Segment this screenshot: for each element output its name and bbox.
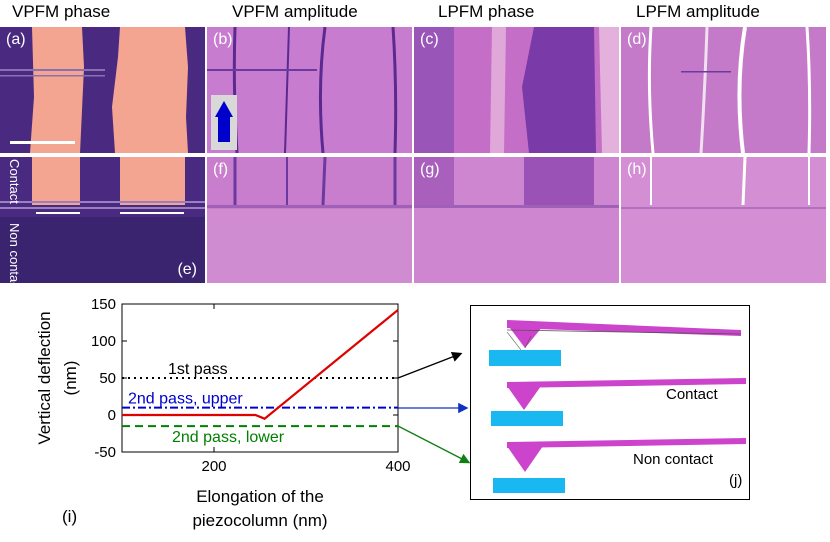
panel-label-e: (e) [177,261,197,278]
substrate [491,411,563,426]
cantilever-contact [491,378,746,426]
panel-label-h: (h) [627,161,647,178]
panel-c-lpfm-phase: (c) [414,27,619,153]
row-label-contact: Contact [7,159,22,204]
reference-line-label: 2nd pass, upper [128,391,243,408]
cantilever-non-contact [493,438,746,493]
panel-d-lpfm-amplitude: (d) [621,27,826,153]
y-tick-label: 0 [108,407,116,424]
scale-bar [10,141,75,144]
panel-label-j: (j) [729,472,743,489]
panel-label-c: (c) [420,31,439,48]
cantilever-first-pass [489,320,742,366]
y-axis-label: Vertical deflection [35,311,54,444]
panel-b-vpfm-amplitude: (b) [207,27,412,153]
x-tick-label: 200 [201,458,226,475]
column-title-lpfm-amplitude: LPFM amplitude [636,2,760,21]
reference-line-label: 1st pass [168,361,228,378]
column-title-vpfm-phase: VPFM phase [12,2,111,21]
reference-line-label: 2nd pass, lower [172,429,285,446]
y-tick-label: 50 [99,370,116,387]
non-contact-label: Non contact [633,451,714,468]
panel-label-a: (a) [6,31,26,48]
panel-a-vpfm-phase: (a) [0,27,205,153]
deflection-chart-svg: Vertical deflection Elongation of the pi… [35,296,411,530]
y-axis-label-unit: (nm) [61,361,80,396]
deflection-chart: Vertical deflection Elongation of the pi… [0,290,460,537]
panel-label-b: (b) [213,31,233,48]
panel-label-g: (g) [420,161,440,178]
panel-g-lpfm-phase: (g) [414,157,619,283]
y-tick-label: 150 [91,296,116,313]
panel-f-vpfm-amplitude: (f) [207,157,412,283]
y-tick-label: 100 [91,333,116,350]
deflection-series-line [122,309,399,420]
panel-h-lpfm-amplitude: (h) [621,157,826,283]
column-title-vpfm-amplitude: VPFM amplitude [232,2,358,21]
x-axis-label-line-2: piezocolumn (nm) [192,511,327,530]
polarization-arrow-icon [215,101,233,142]
panel-label-i: (i) [62,507,77,526]
panel-e-vpfm-phase: Contact Non contact (e) [0,157,205,283]
substrate [489,350,561,366]
row-label-non-contact: Non contact [7,223,22,283]
x-tick-label: 400 [385,458,410,475]
y-tick-label: -50 [94,444,116,461]
contact-label: Contact [666,386,718,403]
cantilever-diagram: Contact Non contact (j) [470,305,750,500]
panel-label-f: (f) [213,161,229,178]
panel-label-d: (d) [627,31,647,48]
column-title-lpfm-phase: LPFM phase [438,2,535,21]
x-axis-label-line-1: Elongation of the [196,487,324,506]
substrate [493,478,565,493]
